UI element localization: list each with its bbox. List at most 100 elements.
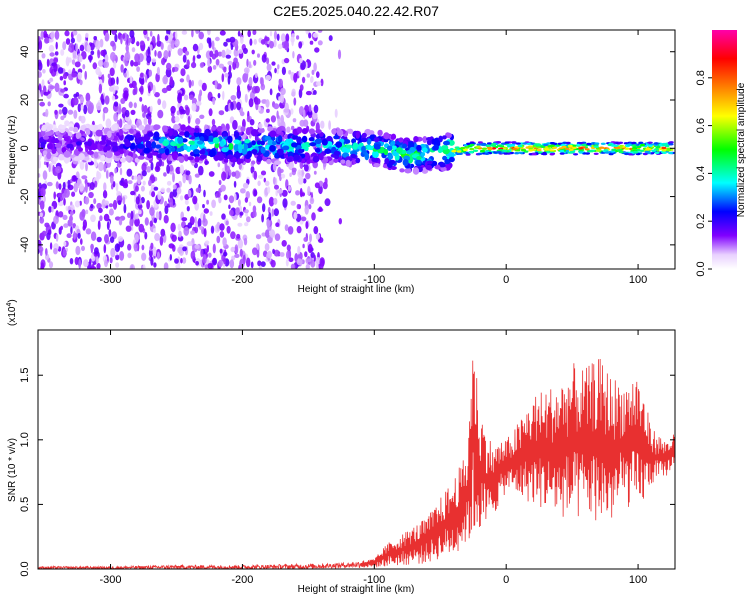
heatmap-cell xyxy=(174,115,180,123)
heatmap-cell xyxy=(98,207,103,214)
heatmap-cell xyxy=(81,245,85,252)
heatmap-cell xyxy=(154,233,161,242)
heatmap-cell xyxy=(182,173,186,184)
heatmap-cell xyxy=(237,30,241,37)
heatmap-cell xyxy=(246,127,252,133)
heatmap-cell xyxy=(185,106,190,116)
heatmap-cell xyxy=(91,263,95,269)
heatmap-cell xyxy=(61,147,67,153)
heatmap-cell xyxy=(142,264,146,269)
heatmap-cell xyxy=(148,85,151,94)
heatmap-cell xyxy=(79,160,85,170)
heatmap-cell xyxy=(306,258,312,263)
heatmap-cell xyxy=(198,42,204,51)
heatmap-cell xyxy=(207,263,214,269)
colorbar: 0.0 0.2 0.4 0.6 0.8 Normalized spectral ampl… xyxy=(695,30,747,277)
heatmap-cell xyxy=(84,196,90,205)
heatmap-cell xyxy=(181,30,188,35)
heatmap-cell xyxy=(168,243,175,249)
heatmap-cell xyxy=(152,228,156,233)
heatmap-cell xyxy=(127,252,132,259)
heatmap-cell xyxy=(48,44,55,53)
heatmap-cell xyxy=(256,155,263,162)
heatmap-cell xyxy=(317,30,323,33)
heatmap-cell xyxy=(64,120,70,127)
heatmap-cell xyxy=(113,60,117,69)
heatmap-cell xyxy=(150,242,154,250)
heatmap-cell xyxy=(151,191,156,198)
heatmap-cell xyxy=(207,30,211,36)
heatmap-cell xyxy=(196,54,201,59)
heatmap-cell xyxy=(114,85,119,91)
heatmap-cell xyxy=(248,61,252,69)
heatmap-cell xyxy=(320,120,325,129)
heatmap-cell xyxy=(477,141,483,144)
heatmap-cell xyxy=(141,170,147,177)
heatmap-cell xyxy=(480,143,486,146)
snr-x-axis-label: Height of straight line (km) xyxy=(298,584,415,595)
heatmap-cell xyxy=(201,82,207,92)
heatmap-cell xyxy=(216,191,221,198)
heatmap-cell xyxy=(234,193,237,202)
heatmap-cell xyxy=(256,140,262,145)
heatmap-cell xyxy=(227,135,233,143)
heatmap-cell xyxy=(314,47,320,53)
heatmap-cell xyxy=(285,33,290,43)
heatmap-cell xyxy=(334,108,338,118)
heatmap-cell xyxy=(169,197,174,208)
heatmap-cell xyxy=(224,104,230,112)
heatmap-cell xyxy=(301,143,309,150)
colorbar-ticks: 0.0 0.2 0.4 0.6 0.8 xyxy=(695,70,712,277)
heatmap-cell xyxy=(231,171,236,177)
heatmap-cell xyxy=(181,217,188,222)
heatmap-cell xyxy=(54,51,59,56)
heatmap-cell xyxy=(274,152,280,159)
heatmap-cell xyxy=(264,180,270,187)
heatmap-cell xyxy=(120,64,124,73)
heatmap-cell xyxy=(114,243,121,253)
heatmap-cell xyxy=(157,109,164,119)
heatmap-cell xyxy=(114,33,118,43)
heatmap-cell xyxy=(120,98,126,104)
heatmap-cell xyxy=(290,200,296,206)
heatmap-cell xyxy=(426,139,432,146)
heatmap-cell xyxy=(111,95,116,101)
heatmap-cell xyxy=(293,211,298,220)
heatmap-cell xyxy=(109,86,114,92)
heatmap-cell xyxy=(239,258,245,269)
heatmap-cell xyxy=(246,58,249,68)
heatmap-cell xyxy=(63,155,71,163)
heatmap-cell xyxy=(145,124,151,131)
heatmap-cell xyxy=(491,143,497,146)
heatmap-cell xyxy=(55,233,59,242)
heatmap-cell xyxy=(156,251,160,260)
heatmap-cell xyxy=(366,138,372,145)
heatmap-cell xyxy=(212,243,216,254)
heatmap-cell xyxy=(208,37,212,47)
heatmap-cell xyxy=(142,112,146,118)
heatmap-cell xyxy=(126,168,133,177)
heatmap-cell xyxy=(345,144,353,149)
heatmap-cell xyxy=(307,243,313,254)
heatmap-cell xyxy=(238,158,244,164)
heatmap-cell xyxy=(203,213,206,223)
heatmap-cell xyxy=(146,166,152,173)
heatmap-cell xyxy=(117,200,122,206)
heatmap-cell xyxy=(178,230,182,238)
heatmap-cell xyxy=(139,40,145,46)
heatmap-cell xyxy=(180,257,183,264)
heatmap-cell xyxy=(227,60,233,66)
heatmap-cell xyxy=(335,141,343,148)
heatmap-cell xyxy=(260,170,267,176)
colorbar-tick-label: 0.8 xyxy=(695,70,707,85)
heatmap-cell xyxy=(94,247,99,255)
heatmap-cell xyxy=(133,175,138,180)
heatmap-cell xyxy=(109,175,114,184)
heatmap-cell xyxy=(192,55,196,61)
heatmap-cell xyxy=(146,200,151,210)
heatmap-cell xyxy=(71,191,76,197)
heatmap-cell xyxy=(38,160,41,169)
heatmap-cell xyxy=(134,53,141,63)
heatmap-cell xyxy=(46,151,52,160)
heatmap-cell xyxy=(611,148,617,151)
